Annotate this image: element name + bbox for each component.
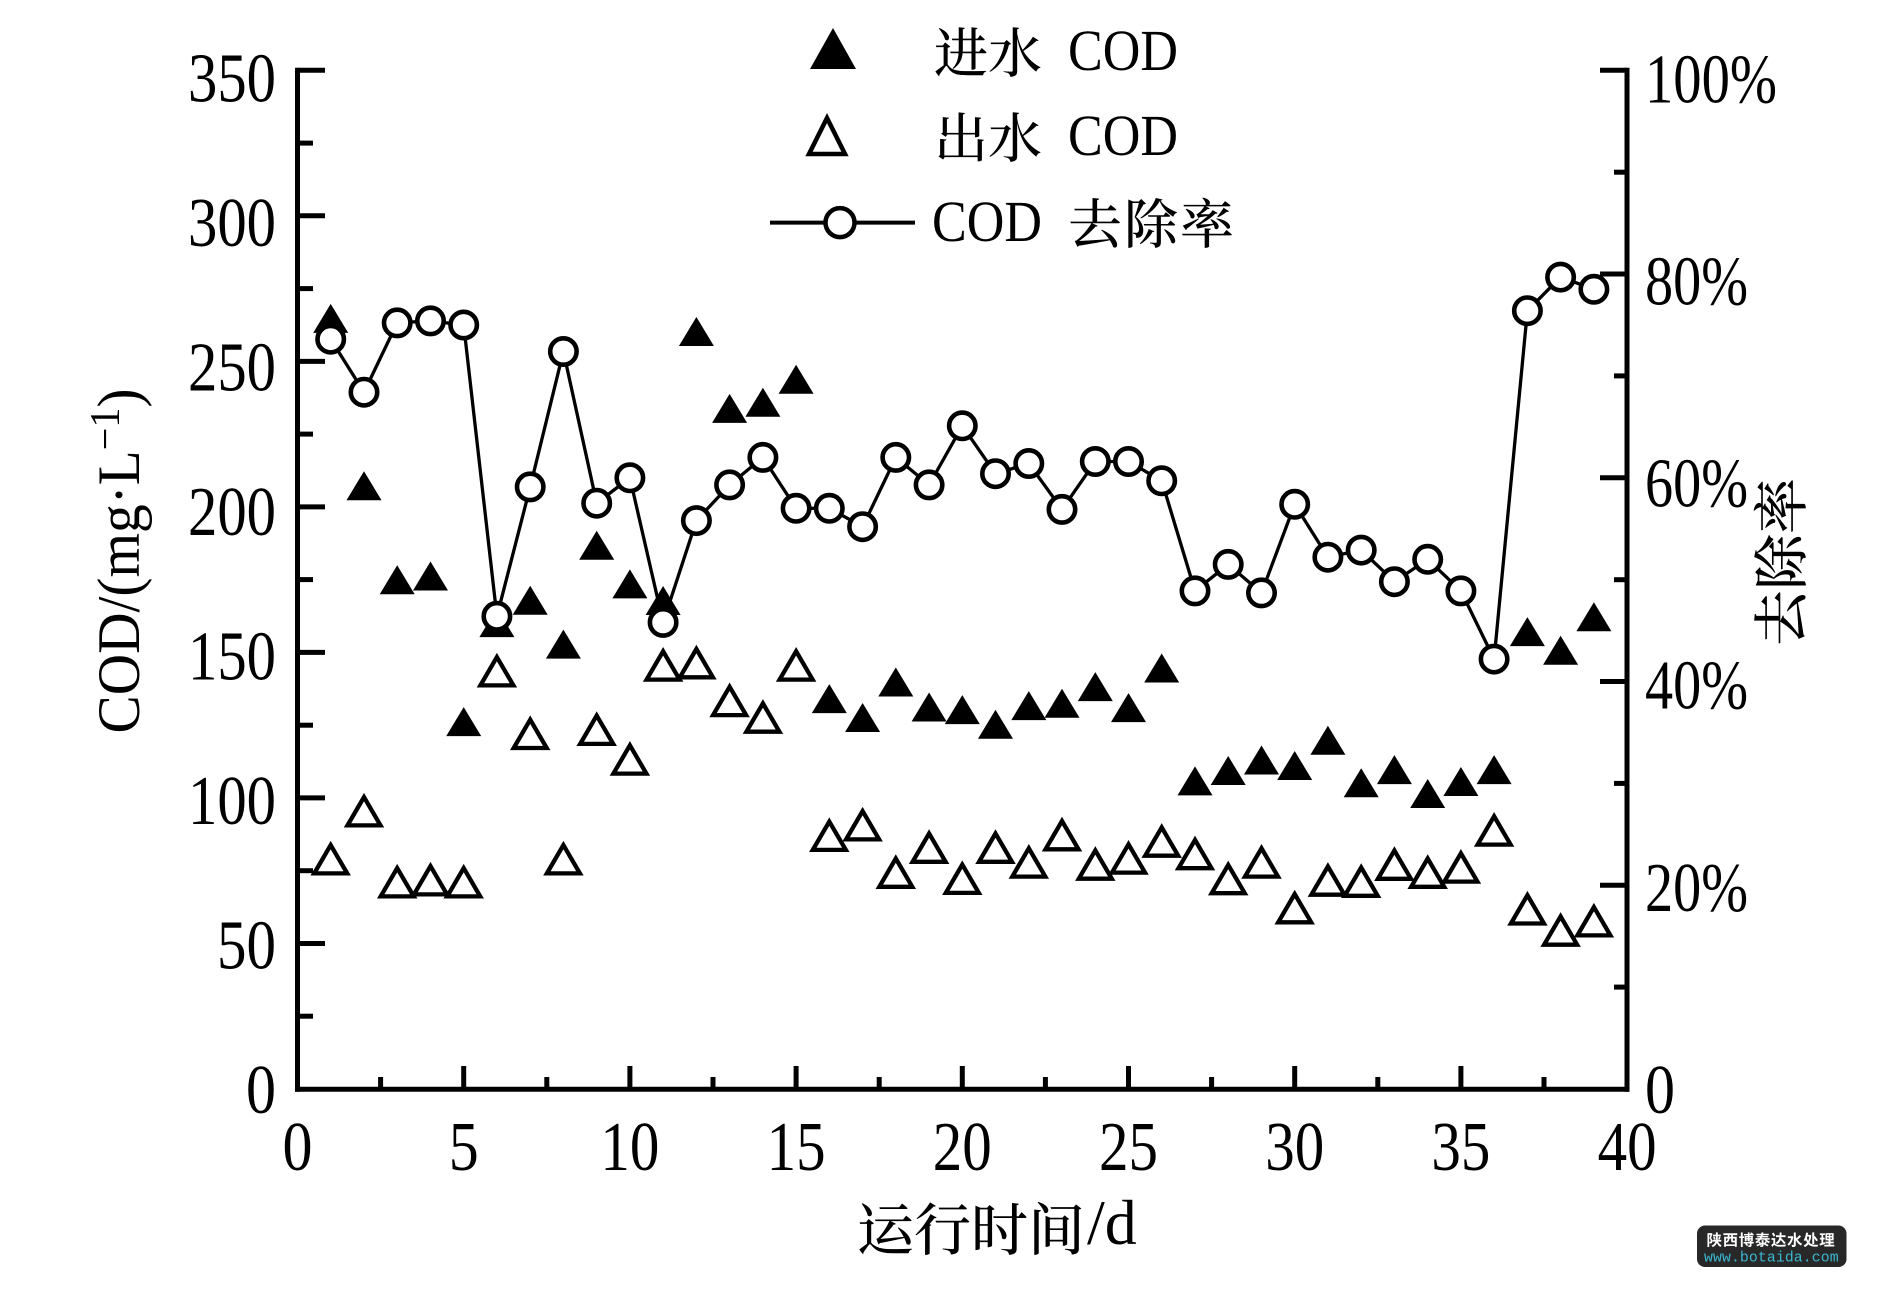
svg-text:100%: 100%	[1645, 41, 1777, 118]
svg-text:0: 0	[1645, 1052, 1675, 1129]
svg-text:20: 20	[933, 1109, 992, 1186]
svg-text:15: 15	[767, 1109, 826, 1186]
svg-text:/d: /d	[1087, 1187, 1137, 1258]
svg-text:350: 350	[188, 40, 276, 117]
svg-text:5: 5	[449, 1109, 479, 1186]
svg-text:60%: 60%	[1645, 446, 1748, 523]
svg-text:COD: COD	[932, 189, 1042, 254]
svg-text:80%: 80%	[1645, 243, 1748, 320]
svg-text:150: 150	[188, 618, 276, 695]
svg-text:0: 0	[246, 1052, 276, 1129]
svg-text:COD: COD	[1068, 103, 1178, 168]
svg-text:25: 25	[1099, 1109, 1158, 1186]
svg-text:20%: 20%	[1645, 850, 1748, 927]
svg-text:250: 250	[188, 329, 276, 406]
svg-text:www.botaida.com: www.botaida.com	[1704, 1251, 1839, 1267]
svg-text:200: 200	[188, 474, 276, 551]
svg-text:COD: COD	[1068, 18, 1178, 83]
svg-text:30: 30	[1265, 1109, 1324, 1186]
svg-text:COD/(mg·L−1): COD/(mg·L−1)	[83, 389, 152, 734]
svg-text:40%: 40%	[1645, 648, 1748, 725]
svg-text:10: 10	[600, 1109, 659, 1186]
svg-text:50: 50	[217, 908, 276, 985]
svg-text:300: 300	[188, 185, 276, 262]
svg-text:35: 35	[1431, 1109, 1490, 1186]
svg-text:40: 40	[1598, 1109, 1657, 1186]
svg-text:100: 100	[188, 763, 276, 840]
svg-text:0: 0	[283, 1109, 313, 1186]
